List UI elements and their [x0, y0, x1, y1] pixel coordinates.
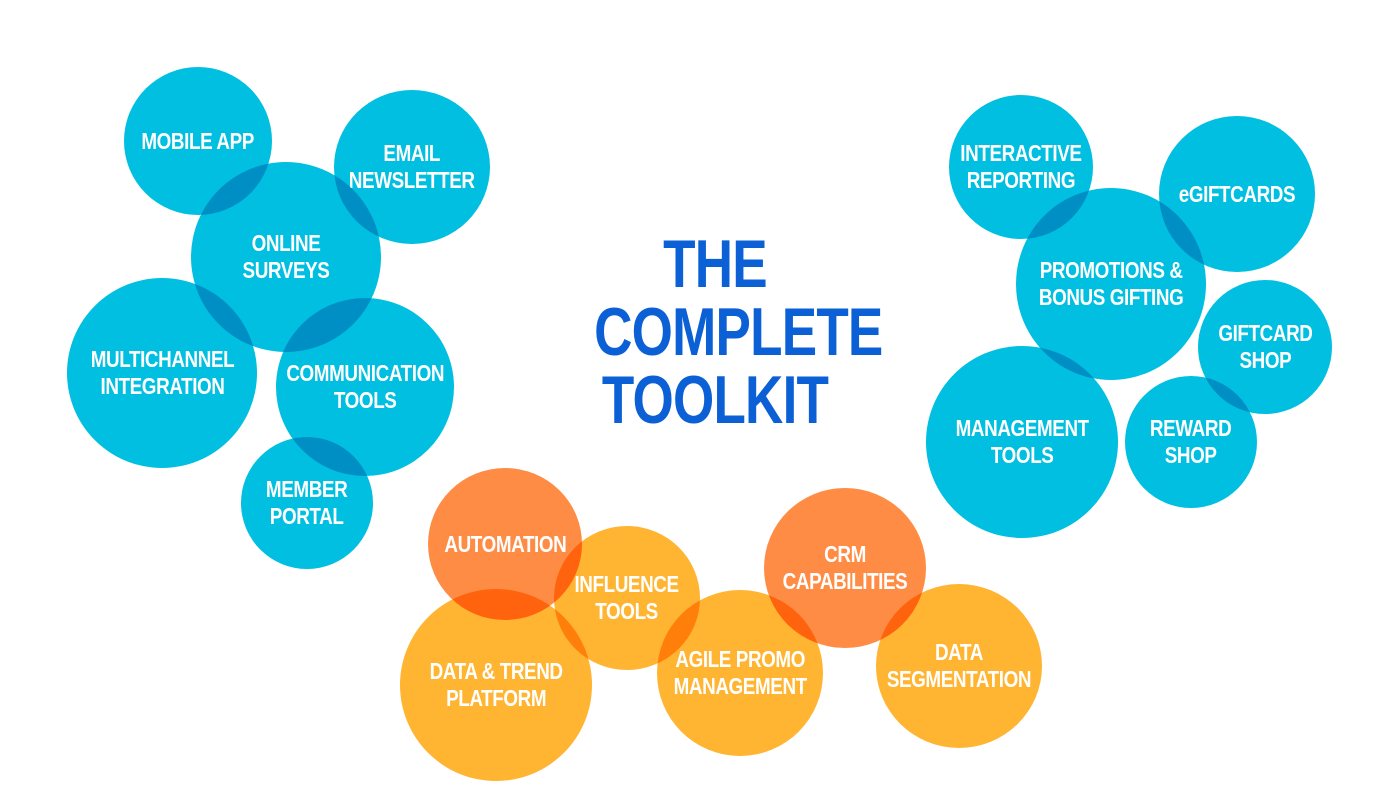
bubble-label: AGILE PROMO MANAGEMENT — [673, 646, 807, 699]
bubble-label: MULTICHANNEL INTEGRATION — [90, 346, 234, 399]
page-title: THE COMPLETE TOOLKIT — [560, 226, 883, 438]
bubble-data-trend-platform: DATA & TREND PLATFORM — [400, 589, 592, 781]
bubble-label: MOBILE APP — [141, 127, 255, 154]
bubble-label: DATA & TREND PLATFORM — [429, 658, 563, 711]
bubble-label: AUTOMATION — [444, 530, 566, 557]
title-line-3: TOOLKIT — [601, 362, 829, 438]
title-line-2: COMPLETE — [594, 294, 883, 370]
bubble-label: REWARD SHOP — [1150, 415, 1232, 468]
bubble-label: DATA SEGMENTATION — [886, 639, 1032, 692]
bubble-promotions-bonus-gifting: PROMOTIONS & BONUS GIFTING — [1016, 188, 1206, 380]
bubble-reward-shop: REWARD SHOP — [1125, 376, 1257, 508]
bubble-member-portal: MEMBER PORTAL — [241, 437, 373, 569]
bubble-label: MANAGEMENT TOOLS — [955, 415, 1089, 468]
title-line-1: THE — [663, 226, 768, 302]
bubble-label: CRM CAPABILITIES — [782, 541, 908, 594]
bubble-label: INFLUENCE TOOLS — [574, 571, 680, 624]
bubble-automation: AUTOMATION — [428, 468, 582, 620]
bubble-label: eGIFTCARDS — [1178, 180, 1296, 207]
bubble-label: ONLINE SURVEYS — [242, 230, 330, 283]
bubble-multichannel-integration: MULTICHANNEL INTEGRATION — [67, 278, 257, 468]
bubble-label: INTERACTIVE REPORTING — [960, 140, 1082, 193]
bubble-label: MEMBER PORTAL — [266, 476, 348, 529]
bubble-crm-capabilities: CRM CAPABILITIES — [764, 488, 926, 648]
bubble-management-tools: MANAGEMENT TOOLS — [926, 346, 1118, 538]
bubble-label: GIFTCARD SHOP — [1217, 320, 1313, 373]
bubble-communication-tools: COMMUNICATION TOOLS — [276, 298, 454, 476]
bubble-label: EMAIL NEWSLETTER — [349, 140, 475, 193]
bubble-label: PROMOTIONS & BONUS GIFTING — [1038, 257, 1184, 310]
bubble-mobile-app: MOBILE APP — [124, 67, 272, 215]
bubble-label: COMMUNICATION TOOLS — [286, 360, 444, 413]
